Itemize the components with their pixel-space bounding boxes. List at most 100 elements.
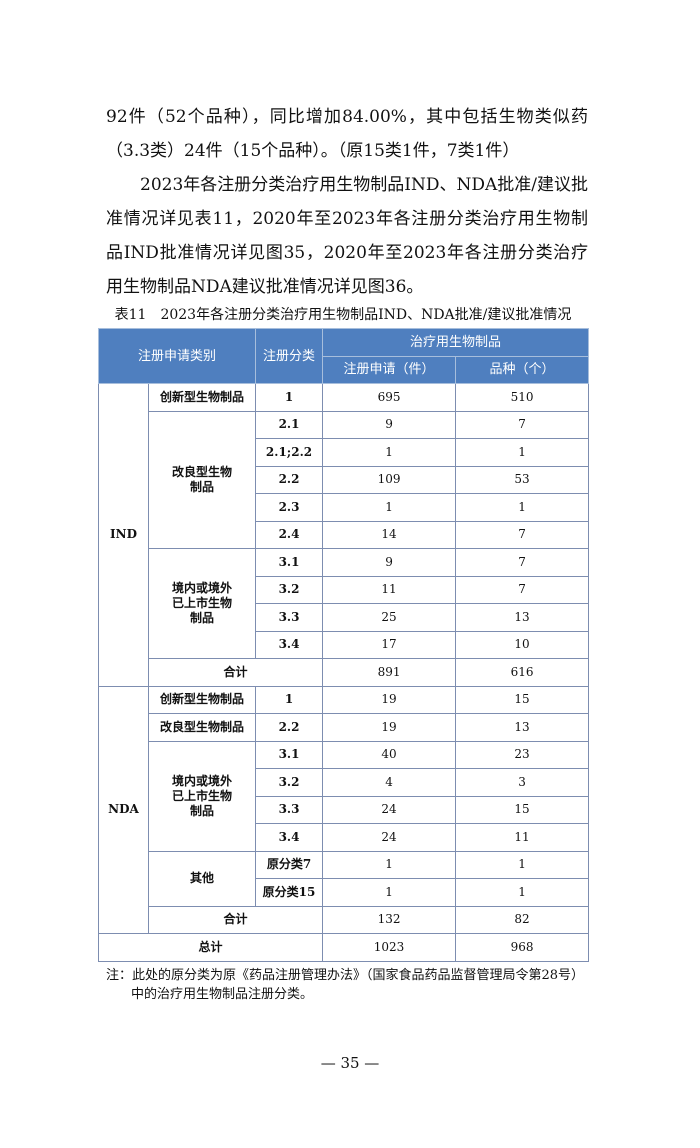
group-label: IND bbox=[98, 383, 149, 687]
subtotal-row: 合计 891 616 bbox=[99, 658, 590, 687]
table-row: 原分类15 1 1 bbox=[99, 878, 590, 907]
table-row: 2.1;2.2 1 1 bbox=[99, 438, 590, 467]
varieties-cell: 15 bbox=[455, 685, 590, 714]
page-body: 92件（52个品种），同比增加84.00%，其中包括生物类似药（3.3类）24件… bbox=[97, 107, 590, 1004]
header-product: 治疗用生物制品 bbox=[322, 328, 590, 357]
varieties-cell: 510 bbox=[455, 383, 590, 412]
table-row: 其他 原分类7 1 1 bbox=[99, 850, 590, 907]
table-row: 3.4 17 10 bbox=[99, 630, 590, 659]
varieties-cell: 11 bbox=[455, 823, 590, 852]
category-cell: 其他 bbox=[147, 850, 257, 907]
category-cell: 境内或境外已上市生物制品 bbox=[147, 740, 257, 852]
paragraph: 2023年各注册分类治疗用生物制品IND、NDA批准/建议批准情况详见表11，2… bbox=[106, 175, 588, 297]
applications-cell: 17 bbox=[322, 630, 457, 659]
page-number: — 35 — bbox=[320, 1053, 380, 1072]
note-line: 注：此处的原分类为原《药品注册管理办法》（国家食品药品监督管理局令第28号） bbox=[106, 967, 585, 983]
note-line: 中的治疗用生物制品注册分类。 bbox=[131, 986, 314, 1002]
class-cell: 2.2 bbox=[255, 713, 324, 742]
varieties-cell: 7 bbox=[455, 520, 590, 549]
category-cell: 创新型生物制品 bbox=[147, 685, 257, 714]
applications-cell: 9 bbox=[322, 410, 457, 439]
table-note: 注：此处的原分类为原《药品注册管理办法》（国家食品药品监督管理局令第28号） 中… bbox=[106, 966, 588, 1004]
varieties-cell: 7 bbox=[455, 575, 590, 604]
applications-cell: 132 bbox=[322, 905, 457, 934]
class-cell: 3.3 bbox=[255, 795, 324, 824]
applications-cell: 1 bbox=[322, 850, 457, 879]
varieties-cell: 1 bbox=[455, 438, 590, 467]
table-row: 3.2 4 3 bbox=[99, 768, 590, 797]
varieties-cell: 1 bbox=[455, 850, 590, 879]
grand-total-row: 总计 1023 968 bbox=[97, 933, 590, 962]
paragraph: 92件（52个品种），同比增加84.00%，其中包括生物类似药（3.3类）24件… bbox=[106, 107, 588, 161]
class-cell: 3.2 bbox=[255, 575, 324, 604]
varieties-cell: 1 bbox=[455, 878, 590, 907]
grand-total-label: 总计 bbox=[97, 933, 324, 962]
table-row: 3.2 11 7 bbox=[99, 575, 590, 604]
class-cell: 1 bbox=[255, 685, 324, 714]
applications-cell: 1 bbox=[322, 438, 457, 467]
varieties-cell: 616 bbox=[455, 658, 590, 687]
category-cell: 改良型生物制品 bbox=[147, 410, 257, 549]
applications-cell: 19 bbox=[322, 713, 457, 742]
header-type: 注册申请类别 bbox=[97, 328, 257, 384]
applications-cell: 891 bbox=[322, 658, 457, 687]
varieties-cell: 53 bbox=[455, 465, 590, 494]
class-cell: 3.1 bbox=[255, 740, 324, 769]
table-row: 境内或境外已上市生物制品 3.1 40 23 bbox=[99, 740, 590, 852]
varieties-cell: 3 bbox=[455, 768, 590, 797]
class-cell: 3.4 bbox=[255, 823, 324, 852]
varieties-cell: 15 bbox=[455, 795, 590, 824]
applications-cell: 9 bbox=[322, 548, 457, 577]
table-row: 改良型生物制品 2.1 9 7 bbox=[99, 410, 590, 549]
approval-table: 注册申请类别 注册分类 治疗用生物制品 注册申请（件） 品种（个） IND 创新型… bbox=[97, 328, 590, 962]
table-row: 境内或境外已上市生物制品 3.1 9 7 bbox=[99, 548, 590, 659]
applications-cell: 14 bbox=[322, 520, 457, 549]
applications-cell: 1 bbox=[322, 878, 457, 907]
table-row: 2.4 14 7 bbox=[99, 520, 590, 549]
table-caption: 表11 2023年各注册分类治疗用生物制品IND、NDA批准/建议批准情况 bbox=[114, 307, 572, 323]
class-cell: 3.2 bbox=[255, 768, 324, 797]
applications-cell: 24 bbox=[322, 795, 457, 824]
category-cell: 改良型生物制品 bbox=[147, 713, 257, 742]
header-class: 注册分类 bbox=[255, 328, 324, 384]
table-row: 2.2 109 53 bbox=[99, 465, 590, 494]
class-cell: 2.4 bbox=[255, 520, 324, 549]
varieties-cell: 10 bbox=[455, 630, 590, 659]
group-label: NDA bbox=[98, 685, 149, 934]
category-cell: 创新型生物制品 bbox=[147, 383, 257, 412]
table-row: IND 创新型生物制品 1 695 510 bbox=[98, 383, 590, 687]
class-cell: 1 bbox=[255, 383, 324, 412]
class-cell: 2.3 bbox=[255, 493, 324, 522]
applications-cell: 40 bbox=[322, 740, 457, 769]
applications-cell: 19 bbox=[322, 685, 457, 714]
varieties-cell: 7 bbox=[455, 548, 590, 577]
varieties-cell: 7 bbox=[455, 410, 590, 439]
class-cell: 2.1;2.2 bbox=[255, 438, 324, 467]
applications-cell: 11 bbox=[322, 575, 457, 604]
header-varieties: 品种（个） bbox=[455, 355, 590, 384]
varieties-cell: 13 bbox=[455, 713, 590, 742]
class-cell: 2.2 bbox=[255, 465, 324, 494]
subtotal-label: 合计 bbox=[147, 658, 324, 687]
category-cell: 境内或境外已上市生物制品 bbox=[147, 548, 257, 659]
applications-cell: 695 bbox=[322, 383, 457, 412]
applications-cell: 4 bbox=[322, 768, 457, 797]
class-cell: 3.1 bbox=[255, 548, 324, 577]
applications-cell: 1023 bbox=[322, 933, 457, 962]
applications-cell: 24 bbox=[322, 823, 457, 852]
varieties-cell: 23 bbox=[455, 740, 590, 769]
varieties-cell: 1 bbox=[455, 493, 590, 522]
table-row: NDA 创新型生物制品 1 19 15 bbox=[98, 685, 590, 934]
table-row: 3.4 24 11 bbox=[99, 823, 590, 852]
table-row: 改良型生物制品 2.2 19 13 bbox=[99, 713, 590, 742]
varieties-cell: 82 bbox=[455, 905, 590, 934]
class-cell: 原分类15 bbox=[255, 878, 324, 907]
varieties-cell: 968 bbox=[455, 933, 590, 962]
class-cell: 2.1 bbox=[255, 410, 324, 439]
subtotal-row: 合计 132 82 bbox=[99, 905, 590, 934]
class-cell: 3.4 bbox=[255, 630, 324, 659]
subtotal-label: 合计 bbox=[147, 905, 324, 934]
applications-cell: 1 bbox=[322, 493, 457, 522]
applications-cell: 109 bbox=[322, 465, 457, 494]
